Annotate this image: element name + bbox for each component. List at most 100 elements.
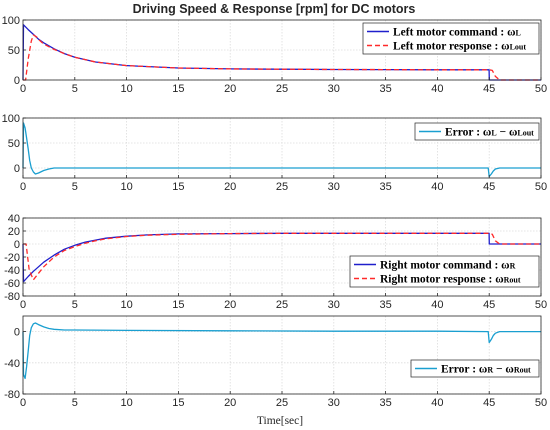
legend-text: ω — [507, 27, 515, 39]
x-tick-label: 30 — [328, 83, 340, 95]
x-tick-label: 10 — [120, 181, 132, 193]
legend-subscript: Rout — [504, 276, 521, 285]
x-tick-label: 10 — [120, 299, 132, 311]
x-axis-label: Time[sec] — [257, 415, 303, 427]
x-tick-label: 15 — [172, 299, 184, 311]
y-tick-label: -20 — [4, 252, 20, 264]
y-tick-label: -40 — [4, 358, 20, 370]
x-tick-label: 35 — [379, 83, 391, 95]
series-line-dashed — [23, 232, 541, 281]
legend-subscript: L — [516, 29, 521, 38]
x-tick-label: 5 — [72, 181, 78, 193]
x-tick-label: 15 — [172, 83, 184, 95]
series-line-solid — [22, 232, 541, 283]
legend-text: ω — [501, 260, 509, 272]
legend-label: Left motor response : ωLout — [393, 41, 526, 53]
x-tick-label: 40 — [431, 299, 443, 311]
legend-text: Left motor response : — [393, 41, 501, 53]
x-tick-label: 0 — [20, 181, 26, 193]
panel-left-speed: 0 5 10 15 20 25 30 35 40 45 50 0 50 100 Left motor com… — [2, 15, 547, 95]
legend-text: Error : — [441, 364, 479, 376]
x-tick-label: 5 — [72, 397, 78, 409]
legend-text: − ω — [493, 364, 514, 376]
legend-text: − ω — [497, 127, 518, 139]
x-tick-label: 45 — [483, 181, 495, 193]
x-tick-label: 30 — [328, 181, 340, 193]
series-line-solid — [22, 122, 541, 178]
y-tick-label: 40 — [8, 213, 20, 225]
legend-text: ω — [501, 41, 509, 53]
legend: Error : ωL − ωLout — [414, 122, 540, 141]
panel-right-error: 0 5 10 15 20 25 30 35 40 45 50 -80 -40 0 Error : ωR − … — [4, 315, 547, 409]
legend-text: Error : — [445, 127, 483, 139]
legend-label: Right motor command : ωR — [380, 260, 516, 272]
legend-subscript: Lout — [517, 129, 534, 138]
y-tick-label: -40 — [4, 265, 20, 277]
legend-text: ω — [495, 274, 503, 286]
legend-label: Right motor response : ωRout — [380, 274, 521, 286]
y-tick-label: 0 — [14, 75, 20, 87]
x-tick-label: 30 — [328, 397, 340, 409]
legend-text: Right motor response : — [380, 274, 495, 286]
x-tick-label: 10 — [120, 397, 132, 409]
x-tick-label: 10 — [120, 83, 132, 95]
legend-subscript: Lout — [510, 43, 527, 52]
x-tick-label: 45 — [483, 397, 495, 409]
legend-subscript: R — [487, 366, 493, 375]
x-tick-label: 5 — [72, 299, 78, 311]
legend-text: Right motor command : — [380, 260, 501, 272]
figure-title: Driving Speed & Response [rpm] for DC mo… — [133, 2, 416, 16]
legend-subscript: L — [491, 129, 496, 138]
y-tick-label: 50 — [8, 45, 20, 57]
legend-label: Error : ωL − ωLout — [445, 127, 534, 139]
y-tick-label: 100 — [2, 15, 20, 27]
y-tick-label: 100 — [2, 113, 20, 125]
y-tick-label: 0 — [14, 163, 20, 175]
x-tick-label: 20 — [224, 299, 236, 311]
series-line-dashed — [23, 34, 541, 81]
x-tick-label: 15 — [172, 181, 184, 193]
x-tick-label: 20 — [224, 181, 236, 193]
y-tick-label: 50 — [8, 138, 20, 150]
x-tick-label: 40 — [431, 181, 443, 193]
y-tick-label: -60 — [4, 278, 20, 290]
legend: Left motor command : ωL Left motor respon… — [362, 22, 540, 55]
y-tick-label: 0 — [14, 239, 20, 251]
x-tick-label: 5 — [72, 83, 78, 95]
x-tick-label: 25 — [276, 397, 288, 409]
x-tick-label: 40 — [431, 83, 443, 95]
legend-subscript: R — [510, 262, 516, 271]
legend-label: Left motor command : ωL — [393, 27, 521, 39]
panel-right-speed: 0 5 10 15 20 25 30 35 40 45 50-80-60-40-2002040Rig… — [4, 213, 547, 311]
legend-box — [362, 22, 540, 55]
legend-text: ω — [479, 364, 487, 376]
legend-text: ω — [483, 127, 491, 139]
x-tick-label: 25 — [276, 299, 288, 311]
x-tick-label: 45 — [483, 299, 495, 311]
x-tick-label: 25 — [276, 181, 288, 193]
y-tick-label: 20 — [8, 226, 20, 238]
x-tick-label: 20 — [224, 83, 236, 95]
x-tick-label: 20 — [224, 397, 236, 409]
x-tick-label: 35 — [379, 181, 391, 193]
x-tick-label: 35 — [379, 397, 391, 409]
legend-box — [410, 359, 540, 378]
x-tick-label: 30 — [328, 299, 340, 311]
legend-box — [414, 122, 540, 141]
legend-label: Error : ωR − ωRout — [441, 364, 531, 376]
y-tick-label: -80 — [4, 291, 20, 303]
legend-box — [349, 255, 540, 288]
legend-subscript: Rout — [514, 366, 531, 375]
legend: Error : ωR − ωRout — [410, 359, 540, 378]
legend: Right motor command : ωR Right motor resp… — [349, 255, 540, 288]
x-tick-label: 0 — [20, 397, 26, 409]
x-tick-label: 0 — [20, 83, 26, 95]
x-tick-label: 40 — [431, 397, 443, 409]
y-tick-label: -80 — [4, 389, 20, 401]
x-tick-label: 15 — [172, 397, 184, 409]
x-tick-label: 45 — [483, 83, 495, 95]
x-tick-label: 35 — [379, 299, 391, 311]
series-line-solid — [22, 322, 541, 380]
panel-left-error: 0 5 10 15 20 25 30 35 40 45 50 0 50 100 Error : ωL − ω… — [2, 113, 547, 193]
